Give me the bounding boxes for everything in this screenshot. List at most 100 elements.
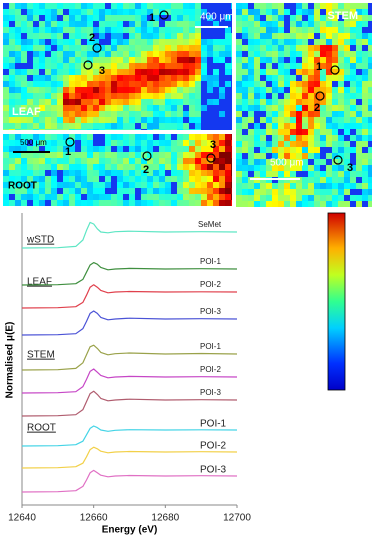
map-pixel (225, 176, 231, 182)
map-pixel (320, 51, 326, 57)
map-pixel (87, 188, 93, 194)
map-pixel (308, 141, 314, 147)
map-pixel (141, 45, 147, 51)
map-pixel (290, 99, 296, 105)
map-pixel (231, 39, 232, 45)
map-pixel (195, 129, 201, 130)
map-pixel (236, 81, 242, 87)
map-pixel (356, 93, 362, 99)
map-pixel (171, 146, 177, 152)
map-pixel (153, 105, 159, 111)
map-pixel (15, 75, 21, 81)
map-pixel (153, 140, 159, 146)
map-pixel (231, 152, 232, 158)
map-pixel (266, 111, 272, 117)
map-pixel (69, 51, 75, 57)
map-pixel (57, 134, 63, 140)
map-pixel (123, 81, 129, 87)
map-pixel (338, 105, 344, 111)
map-pixel (344, 99, 350, 105)
map-pixel (213, 81, 219, 87)
map-pixel (356, 159, 362, 165)
map-pixel (39, 117, 45, 123)
map-pixel (177, 93, 183, 99)
map-pixel (219, 57, 225, 63)
map-pixel (93, 87, 99, 93)
map-pixel (9, 33, 15, 39)
map-pixel (21, 170, 27, 176)
map-pixel (147, 140, 153, 146)
map-pixel (356, 57, 362, 63)
map-pixel (368, 51, 372, 57)
map-pixel (344, 105, 350, 111)
map-pixel (165, 117, 171, 123)
map-pixel (344, 189, 350, 195)
map-pixel (362, 93, 368, 99)
map-pixel (356, 171, 362, 177)
map-pixel (129, 51, 135, 57)
map-pixel (33, 63, 39, 69)
map-pixel (201, 45, 207, 51)
map-pixel (69, 176, 75, 182)
map-pixel (320, 57, 326, 63)
map-pixel (344, 201, 350, 207)
map-pixel (284, 201, 290, 207)
map-pixel (15, 3, 21, 9)
map-pixel (362, 39, 368, 45)
map-pixel (45, 164, 51, 170)
map-pixel (314, 153, 320, 159)
map-pixel (171, 3, 177, 9)
map-pixel (314, 45, 320, 51)
map-pixel (81, 93, 87, 99)
map-pixel (284, 153, 290, 159)
map-pixel (248, 201, 254, 207)
map-pixel (159, 93, 165, 99)
map-pixel (368, 177, 372, 183)
map-pixel (153, 93, 159, 99)
map-pixel (213, 158, 219, 164)
map-pixel (51, 111, 57, 117)
map-pixel (302, 75, 308, 81)
map-pixel (153, 117, 159, 123)
map-pixel (350, 39, 356, 45)
map-pixel (356, 147, 362, 153)
map-pixel (362, 159, 368, 165)
map-pixel (9, 93, 15, 99)
map-pixel (129, 164, 135, 170)
map-pixel (278, 57, 284, 63)
map-pixel (123, 176, 129, 182)
map-pixel (183, 164, 189, 170)
map-pixel (326, 141, 332, 147)
map-pixel (141, 140, 147, 146)
map-pixel (362, 15, 368, 21)
map-pixel (362, 129, 368, 135)
map-pixel (368, 15, 372, 21)
map-pixel (236, 21, 242, 27)
map-pixel (254, 105, 260, 111)
map-pixel (93, 158, 99, 164)
map-pixel (290, 171, 296, 177)
map-pixel (183, 200, 189, 206)
map-pixel (165, 63, 171, 69)
map-pixel (9, 134, 15, 140)
map-pixel (159, 87, 165, 93)
map-pixel (147, 57, 153, 63)
map-pixel (236, 99, 242, 105)
map-pixel (177, 146, 183, 152)
point-label: 3 (99, 65, 105, 77)
point-label: 3 (210, 139, 216, 151)
map-pixel (27, 152, 33, 158)
map-pixel (3, 9, 9, 15)
map-pixel (69, 182, 75, 188)
map-pixel (129, 57, 135, 63)
map-pixel (75, 27, 81, 33)
map-pixel (117, 194, 123, 200)
map-pixel (33, 170, 39, 176)
map-pixel (236, 87, 242, 93)
map-pixel (87, 99, 93, 105)
map-pixel (207, 182, 213, 188)
scale-label: 400 μm (200, 12, 234, 23)
map-pixel (219, 111, 225, 117)
map-pixel (165, 87, 171, 93)
map-pixel (177, 140, 183, 146)
